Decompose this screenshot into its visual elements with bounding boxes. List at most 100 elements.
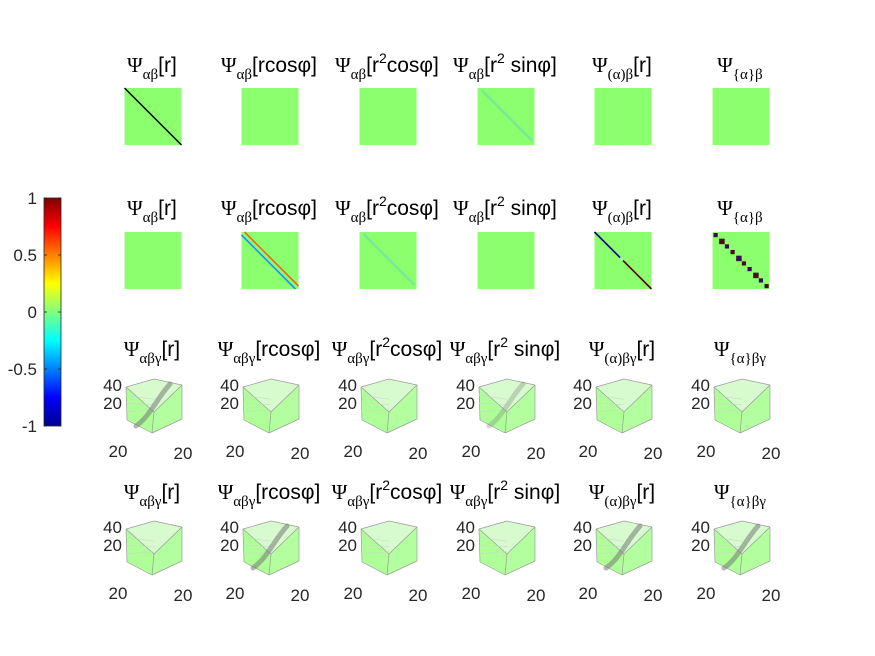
cube-tick-label: 20 [291, 586, 310, 605]
cube-tick-label: 40 [573, 518, 592, 537]
cube-edge [623, 378, 653, 386]
cube-edge [621, 418, 653, 434]
title-subscript: {α}βγ [729, 494, 766, 510]
cube-tick-label: 40 [456, 518, 475, 537]
cube-edge [478, 378, 508, 388]
diagonal-block [753, 272, 759, 279]
title-subscript: αβγ [347, 351, 369, 367]
title-psi: Ψ [221, 53, 237, 77]
cube-edge [713, 528, 743, 555]
cube-edge [478, 520, 508, 530]
cube-edge [595, 520, 625, 530]
diagonal-block [764, 284, 769, 289]
panel-grid: Ψαβ[r] Ψαβ[rcosφ] Ψαβ[r2cosφ] Ψαβ[r2 sinφ] Ψ… [103, 50, 780, 605]
cube-top-face [479, 521, 535, 554]
cube-top-face [361, 521, 417, 554]
title-psi: Ψ [714, 480, 730, 504]
cube-gridline [125, 537, 155, 542]
panel-title: Ψαβγ[r2 sinφ] [450, 477, 560, 510]
title-argument: [rcos [252, 54, 298, 77]
cube-gridline [360, 403, 390, 405]
cube-tick-label: 20 [462, 584, 481, 603]
cube-tick-label: 20 [691, 394, 710, 413]
cube-left-face [243, 529, 271, 575]
diagonal-block [713, 233, 718, 238]
title-psi: Ψ [450, 337, 466, 361]
cube-edge [479, 561, 506, 576]
matrix-image [477, 232, 535, 289]
title-tail: φ] [298, 54, 317, 77]
cube-edge [153, 378, 183, 386]
panel-title: Ψ(α)β[r] [592, 196, 652, 226]
cube-volume [596, 379, 652, 433]
cube-gridline [360, 537, 390, 542]
title-psi: Ψ [453, 53, 469, 77]
colorbar-tick-label: 0 [28, 303, 37, 322]
cube-tick-label: 20 [226, 584, 245, 603]
cube-edge [739, 418, 771, 434]
cube-tick-label: 20 [338, 394, 357, 413]
cube-right-face [152, 385, 182, 433]
cube-volume [479, 379, 535, 433]
panel-title: Ψ(α)βγ[r] [589, 480, 655, 510]
matrix-panel: Ψαβ[r] [124, 53, 182, 146]
cube-edge [388, 526, 418, 555]
title-argument: [r] [633, 197, 652, 220]
cube-right-face [740, 385, 770, 433]
cube-edge [388, 384, 418, 413]
matrix-panel: Ψαβ[r2cosφ] [335, 193, 439, 289]
colorbar-tick-label: -0.5 [8, 360, 37, 379]
cube-tick-label: 40 [103, 518, 122, 537]
cube-edge [153, 384, 183, 413]
title-psi: Ψ [592, 196, 608, 220]
cube-gridline [713, 395, 743, 400]
cube-left-face [243, 387, 271, 433]
matrix-image [124, 232, 182, 289]
cube-tick-label: 20 [762, 444, 781, 463]
diagonal-block [736, 255, 742, 262]
matrix-panel: Ψ{α}β [712, 53, 770, 145]
cube-tick-label: 40 [691, 376, 710, 395]
title-tail: φ] [301, 481, 320, 504]
cube-edge [270, 520, 300, 528]
diagonal-mark [480, 89, 534, 142]
cube-tick-label: 20 [291, 444, 310, 463]
cube-tick-label: 20 [174, 444, 193, 463]
cube-gridline [360, 409, 390, 412]
title-subscript: αβ [237, 67, 253, 83]
matrix-image [241, 232, 299, 289]
cube-streak [250, 523, 290, 571]
cube-edge [361, 561, 388, 576]
cube-right-face [622, 385, 652, 433]
title-subscript: αβ [351, 67, 367, 83]
cube-tick-label: 20 [456, 394, 475, 413]
cube-volume [243, 379, 299, 433]
title-psi: Ψ [124, 480, 140, 504]
diagonal-gap [619, 257, 624, 262]
title-argument: [r] [636, 338, 655, 361]
title-tail: φ] [301, 338, 320, 361]
cube-volume [479, 521, 535, 575]
cube-right-face [505, 527, 535, 575]
title-subscript: αβγ [347, 494, 369, 510]
title-subscript: αβ [237, 210, 253, 226]
cube-left-face [126, 529, 154, 575]
panel-title: Ψαβγ[r] [124, 337, 180, 367]
cube-volume [126, 521, 182, 575]
cube-edge [125, 378, 155, 388]
colorbar-tick-label: 1 [28, 189, 37, 208]
title-argument: [r] [636, 481, 655, 504]
cube-streak [133, 381, 173, 429]
cube-edge [741, 526, 771, 555]
cube-tick-label: 20 [527, 586, 546, 605]
cube-gridline [242, 403, 272, 405]
title-psi: Ψ [218, 337, 234, 361]
cube-gridline [595, 403, 625, 405]
cube-gridline [125, 551, 155, 554]
cube-edge [386, 560, 418, 576]
cube-right-face [387, 527, 417, 575]
title-psi: Ψ [589, 480, 605, 504]
cube-edge [243, 419, 270, 434]
